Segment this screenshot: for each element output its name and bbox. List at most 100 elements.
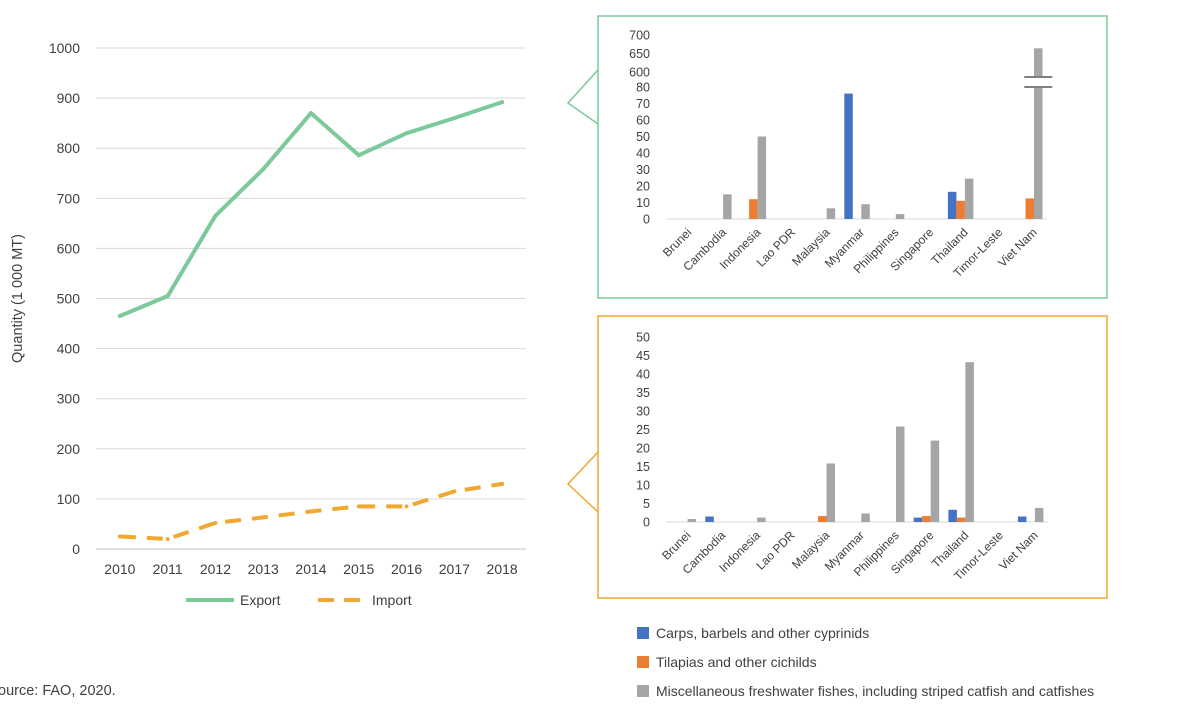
bar-singapore-misc [930, 440, 940, 522]
bar-myanmar-misc [861, 204, 870, 219]
legend-swatch-misc [637, 685, 649, 697]
line-chart-quantity: 0 100 200 300 400 500 600 700 800 900 1000 2010 2011… [10, 40, 526, 608]
y-tick-label: 40 [636, 147, 650, 161]
data-point-import [404, 504, 409, 509]
data-point-export [309, 111, 313, 116]
y-tick-label: 700 [57, 190, 81, 206]
y-tick-label: 0 [643, 516, 650, 530]
data-point-import [356, 504, 361, 509]
bar-viet-nam-carps [1017, 516, 1027, 522]
x-tick-label: 2016 [391, 561, 422, 577]
category-label: Lao PDR [753, 528, 798, 573]
y-tick-label: 500 [57, 291, 81, 307]
y-tick-label: 50 [636, 130, 650, 144]
y-tick-label: 70 [636, 97, 650, 111]
source-note: ource: FAO, 2020. [0, 683, 116, 699]
data-point-export [500, 100, 505, 105]
bar-malaysia-tilapias [818, 516, 827, 522]
y-tick-label: 40 [636, 368, 650, 382]
bar-philippines-misc [895, 214, 905, 219]
axis-break-gap [1024, 77, 1053, 87]
y-tick-label: 15 [636, 460, 650, 474]
data-point-import [117, 534, 122, 539]
bar-singapore-carps [913, 517, 923, 522]
y-tick-label: 200 [57, 441, 81, 457]
y-tick-label: 0 [72, 541, 80, 557]
legend-label-tilapias: Tilapias and other cichilds [656, 654, 817, 670]
y-tick-label: 0 [643, 213, 650, 227]
data-point-import [261, 515, 266, 520]
bar-viet-nam-misc [1034, 48, 1043, 219]
x-tick-label: 2014 [295, 561, 326, 577]
y-tick-label: 5 [643, 497, 650, 511]
legend-swatch-carps [637, 627, 649, 639]
y-axis-title: Quantity (1 000 MT) [10, 234, 26, 363]
bar-myanmar-misc [861, 513, 870, 522]
data-point-export [404, 131, 409, 136]
y-tick-label: 50 [636, 331, 650, 345]
y-tick-label: 20 [636, 180, 650, 194]
bar-indonesia-tilapias [749, 199, 758, 219]
data-point-export [261, 167, 266, 172]
bar-chart-export-by-country: 01020304050607080600650700BruneiCambodia… [566, 15, 1108, 299]
bar-cambodia-misc [723, 194, 732, 220]
legend-label-export: Export [240, 592, 281, 608]
bar-philippines-misc [896, 426, 905, 522]
line-chart-legend: Export Import [186, 592, 412, 608]
x-tick-label: 2013 [248, 561, 279, 577]
data-point-export [213, 213, 218, 218]
y-tick-label: 600 [629, 66, 650, 80]
y-tick-label: 100 [57, 491, 81, 507]
x-tick-label: 2017 [439, 561, 470, 577]
y-tick-label: 1000 [49, 40, 80, 56]
y-tick-label: 80 [636, 81, 650, 95]
y-tick-label: 10 [636, 479, 650, 493]
bar-myanmar-carps [844, 93, 853, 219]
y-tick-label: 45 [636, 349, 650, 363]
y-tick-label: 900 [57, 90, 81, 106]
y-tick-label: 10 [636, 196, 650, 210]
y-tick-label: 30 [636, 163, 650, 177]
legend-label-misc: Miscellaneous freshwater fishes, includi… [656, 683, 1094, 699]
x-tick-label: 2015 [343, 561, 374, 577]
bar-thailand-tilapias [956, 517, 966, 522]
callout-frame [566, 315, 1108, 599]
bar-singapore-tilapias [922, 516, 931, 522]
data-point-export [356, 153, 361, 158]
data-point-import [309, 509, 313, 514]
bar-thailand-carps [947, 191, 957, 219]
y-tick-label: 800 [57, 140, 81, 156]
bar-malaysia-misc [826, 463, 835, 522]
data-point-export [117, 314, 122, 319]
bar-thailand-tilapias [956, 200, 965, 219]
series-line-export [117, 100, 505, 318]
legend-swatch-tilapias [637, 656, 649, 668]
data-point-export [165, 293, 170, 298]
y-tick-label: 400 [57, 341, 81, 357]
bar-malaysia-misc [826, 208, 836, 219]
x-tick-label: 2012 [200, 561, 231, 577]
y-tick-label: 60 [636, 114, 650, 128]
legend-label-carps: Carps, barbels and other cyprinids [656, 625, 869, 641]
x-tick-label: 2018 [487, 561, 518, 577]
bar-viet-nam-misc [1034, 507, 1044, 522]
bar-cambodia-carps [705, 516, 714, 522]
y-tick-label: 35 [636, 386, 650, 400]
data-point-import [165, 536, 170, 541]
y-tick-label: 25 [636, 423, 650, 437]
bar-indonesia-misc [757, 136, 767, 219]
y-tick-label: 700 [629, 29, 650, 43]
x-tick-label: 2010 [104, 561, 135, 577]
bar-thailand-carps [948, 509, 957, 522]
bar-indonesia-misc [757, 517, 766, 522]
data-point-import [213, 520, 218, 525]
species-legend: Carps, barbels and other cyprinids Tilapi… [637, 625, 1094, 699]
x-tick-label: 2011 [153, 561, 183, 577]
y-tick-label: 20 [636, 442, 650, 456]
bar-viet-nam-tilapias [1025, 198, 1034, 219]
callout-frame [566, 15, 1108, 299]
y-tick-label: 650 [629, 47, 650, 61]
bar-thailand-misc [965, 362, 974, 522]
